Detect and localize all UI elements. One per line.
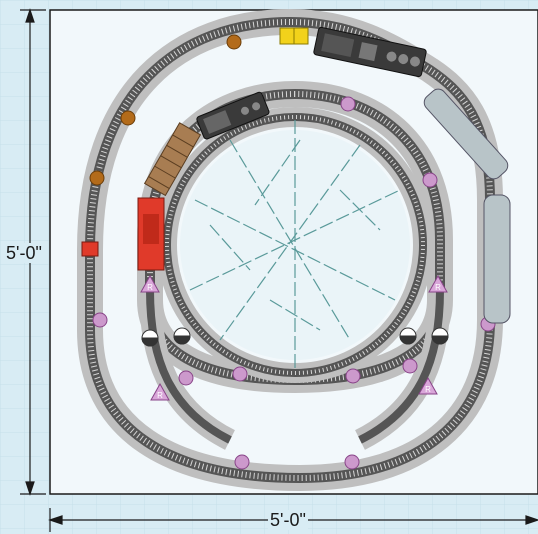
left-lower-switch-icon[interactable]: R — [150, 382, 170, 401]
passenger-car-1 — [423, 88, 509, 180]
uncoupler-indicators — [141, 327, 449, 347]
caboose — [137, 197, 165, 271]
boxcar — [143, 122, 202, 197]
block-markers — [92, 96, 496, 470]
switch-markers: R R R R — [140, 274, 448, 401]
svg-text:R: R — [157, 391, 163, 400]
left-inner-switch-icon[interactable]: R — [140, 274, 160, 293]
width-dimension-label: 5'-0" — [268, 510, 308, 530]
outer-locomotive — [313, 26, 427, 78]
svg-text:R: R — [435, 283, 441, 292]
crossover-tracks — [139, 289, 451, 450]
outer-train — [279, 26, 511, 324]
gondola-car — [279, 27, 309, 45]
inner-train — [137, 91, 270, 271]
center-circle-track — [157, 107, 433, 383]
right-inner-switch-icon[interactable]: R — [428, 274, 448, 293]
passenger-car-2 — [483, 194, 511, 324]
accessory-markers — [89, 34, 242, 186]
center-structure — [189, 120, 401, 370]
inner-locomotive — [196, 91, 270, 140]
svg-text:R: R — [147, 283, 153, 292]
outer-loop-track — [77, 8, 503, 492]
signal-block — [81, 241, 99, 257]
height-dimension-label: 5'-0" — [4, 243, 44, 263]
right-lower-switch-icon[interactable]: R — [418, 376, 438, 395]
center-area — [180, 130, 410, 360]
svg-text:R: R — [425, 385, 431, 394]
